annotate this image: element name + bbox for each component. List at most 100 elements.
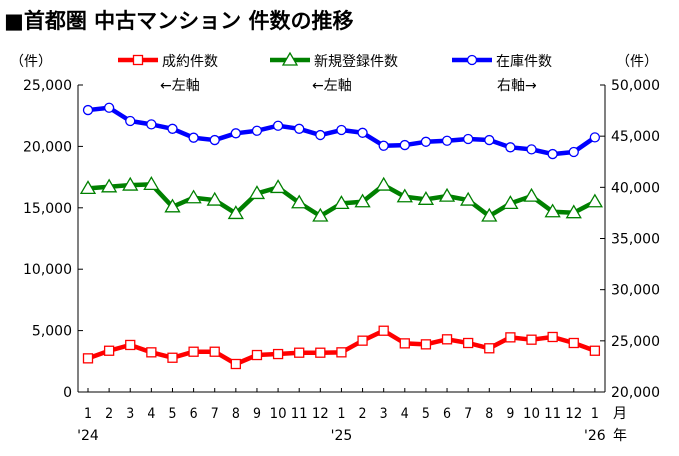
left-tick-label: 20,000 xyxy=(23,139,72,155)
data-point xyxy=(523,187,540,202)
data-point xyxy=(568,337,579,349)
x-tick-label: 12 xyxy=(565,406,582,422)
data-point xyxy=(79,180,97,195)
legend-axis-note: 右軸→ xyxy=(497,78,537,94)
data-point xyxy=(505,332,516,343)
x-tick-label: 9 xyxy=(506,406,514,422)
series-2 xyxy=(82,102,601,160)
x-tick-label: 1 xyxy=(84,406,92,422)
x-tick-label: 3 xyxy=(126,406,134,422)
data-point xyxy=(441,334,453,345)
x-tick-label: 6 xyxy=(190,406,198,422)
data-point xyxy=(294,123,305,134)
data-point xyxy=(122,176,139,191)
x-tick-label: 4 xyxy=(147,406,155,422)
data-point xyxy=(336,347,347,358)
data-point xyxy=(502,195,519,210)
data-point xyxy=(315,129,326,141)
data-point xyxy=(336,124,347,136)
data-point xyxy=(396,188,413,203)
month-unit-label: 月 xyxy=(613,406,627,422)
data-point xyxy=(460,191,477,206)
data-point xyxy=(565,204,582,219)
left-tick-label: 25,000 xyxy=(23,78,72,94)
data-point xyxy=(568,146,579,158)
data-point xyxy=(547,148,558,160)
right-axis-unit: （件） xyxy=(616,54,658,70)
year-label: '24 xyxy=(77,428,99,444)
data-point xyxy=(103,345,115,356)
right-tick-label: 45,000 xyxy=(611,129,660,145)
series-1 xyxy=(79,176,604,222)
x-tick-label: 10 xyxy=(523,406,540,422)
data-point xyxy=(272,120,284,131)
x-tick-label: 8 xyxy=(485,406,493,422)
data-point xyxy=(399,338,410,349)
x-tick-label: 2 xyxy=(359,406,367,422)
data-point xyxy=(291,194,308,209)
data-point xyxy=(505,142,516,153)
legend-axis-note: ←左軸 xyxy=(160,78,200,94)
data-point xyxy=(420,136,432,147)
data-point xyxy=(82,353,94,364)
data-point xyxy=(227,205,244,220)
data-point xyxy=(589,132,601,143)
data-point xyxy=(484,134,495,146)
data-point xyxy=(125,339,136,351)
chart-title: ■首都圏 中古マンション 件数の推移 xyxy=(4,9,353,33)
data-point xyxy=(378,325,389,336)
x-tick-label: 5 xyxy=(422,406,430,422)
year-label: '25 xyxy=(331,428,353,444)
data-point xyxy=(209,346,220,357)
x-tick-label: 6 xyxy=(443,406,451,422)
x-tick-label: 3 xyxy=(380,406,388,422)
series-0 xyxy=(82,325,601,370)
data-point xyxy=(294,347,305,358)
data-point xyxy=(230,358,241,370)
x-tick-label: 11 xyxy=(544,406,561,422)
data-point xyxy=(357,127,368,138)
data-point xyxy=(333,195,350,210)
legend-marker xyxy=(281,51,299,66)
left-axis-unit: （件） xyxy=(10,54,52,70)
data-point xyxy=(312,207,329,222)
data-point xyxy=(354,193,371,208)
data-point xyxy=(399,139,410,151)
x-tick-label: 1 xyxy=(591,406,599,422)
x-tick-label: 5 xyxy=(168,406,176,422)
data-point xyxy=(146,347,157,358)
legend-axis-note: ←左軸 xyxy=(312,78,352,94)
x-tick-label: 8 xyxy=(232,406,240,422)
data-point xyxy=(230,128,241,139)
x-tick-label: 12 xyxy=(312,406,329,422)
data-point xyxy=(438,187,456,202)
left-tick-label: 0 xyxy=(63,385,72,401)
data-point xyxy=(143,176,160,190)
year-unit-label: 年 xyxy=(613,428,627,444)
data-point xyxy=(315,347,326,358)
legend-marker xyxy=(132,54,144,66)
data-point xyxy=(188,346,199,357)
data-point xyxy=(272,348,284,360)
data-point xyxy=(269,179,287,194)
data-point xyxy=(164,198,181,213)
data-point xyxy=(167,123,178,134)
data-point xyxy=(481,207,498,222)
left-tick-label: 5,000 xyxy=(32,324,72,340)
legend-label: 在庫件数 xyxy=(496,53,552,70)
data-point xyxy=(251,349,263,361)
data-point xyxy=(441,135,453,146)
data-point xyxy=(526,144,537,155)
data-point xyxy=(586,193,604,208)
data-point xyxy=(206,191,223,206)
right-tick-label: 50,000 xyxy=(611,78,660,94)
data-point xyxy=(188,132,199,143)
data-point xyxy=(463,133,474,145)
right-tick-label: 40,000 xyxy=(611,180,660,196)
data-point xyxy=(417,191,435,205)
x-tick-label: 11 xyxy=(291,406,308,422)
data-point xyxy=(146,119,157,130)
data-point xyxy=(420,339,432,350)
